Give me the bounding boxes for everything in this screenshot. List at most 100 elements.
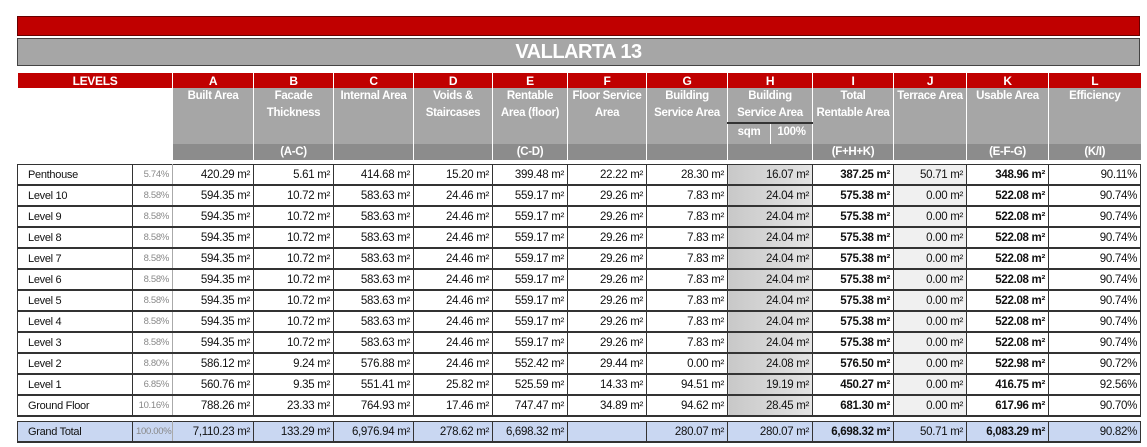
cell-value[interactable]: 594.35 m² — [172, 331, 255, 354]
cell-value[interactable]: 29.26 m² — [567, 310, 648, 333]
level-name[interactable]: Penthouse — [17, 164, 133, 186]
cell-value[interactable]: 10.72 m² — [253, 226, 335, 249]
level-name[interactable]: Level 5 — [17, 289, 133, 312]
cell-value[interactable]: 576.50 m² — [812, 352, 895, 375]
cell-value[interactable]: 24.04 m² — [727, 331, 814, 354]
cell-value[interactable]: 90.74% — [1048, 247, 1142, 270]
cell-value[interactable]: 10.72 m² — [253, 247, 335, 270]
cell-value[interactable]: 583.63 m² — [333, 184, 415, 207]
cell-value[interactable]: 0.00 m² — [893, 373, 968, 396]
cell-value[interactable]: 24.04 m² — [727, 184, 814, 207]
cell-value[interactable]: 29.26 m² — [567, 268, 648, 291]
cell-value[interactable]: 90.82% — [1048, 421, 1142, 443]
level-percent[interactable]: 8.58% — [131, 205, 174, 228]
level-name[interactable]: Level 2 — [17, 352, 133, 375]
level-percent[interactable]: 10.16% — [131, 394, 174, 417]
level-percent[interactable]: 8.58% — [131, 184, 174, 207]
cell-value[interactable]: 399.48 m² — [492, 164, 569, 186]
cell-value[interactable]: 559.17 m² — [492, 310, 569, 333]
cell-value[interactable]: 0.00 m² — [893, 352, 968, 375]
cell-value[interactable]: 594.35 m² — [172, 289, 255, 312]
cell-value[interactable]: 19.19 m² — [727, 373, 814, 396]
cell-value[interactable]: 24.04 m² — [727, 205, 814, 228]
cell-value[interactable]: 575.38 m² — [812, 331, 895, 354]
cell-value[interactable]: 94.62 m² — [646, 394, 729, 417]
cell-value[interactable]: 7.83 m² — [646, 226, 729, 249]
cell-value[interactable]: 24.04 m² — [727, 268, 814, 291]
cell-value[interactable]: 24.46 m² — [413, 205, 494, 228]
cell-value[interactable]: 0.00 m² — [893, 331, 968, 354]
cell-value[interactable]: 10.72 m² — [253, 289, 335, 312]
cell-value[interactable]: 28.45 m² — [727, 394, 814, 417]
cell-value[interactable]: 522.08 m² — [966, 226, 1050, 249]
cell-value[interactable]: 7.83 m² — [646, 205, 729, 228]
cell-value[interactable]: 594.35 m² — [172, 310, 255, 333]
cell-value[interactable]: 24.46 m² — [413, 352, 494, 375]
cell-value[interactable]: 551.41 m² — [333, 373, 415, 396]
cell-value[interactable]: 28.30 m² — [646, 164, 729, 186]
cell-value[interactable]: 14.33 m² — [567, 373, 648, 396]
cell-value[interactable]: 583.63 m² — [333, 205, 415, 228]
cell-value[interactable]: 10.72 m² — [253, 310, 335, 333]
cell-value[interactable]: 24.46 m² — [413, 226, 494, 249]
cell-value[interactable]: 0.00 m² — [893, 184, 968, 207]
cell-value[interactable]: 24.46 m² — [413, 310, 494, 333]
cell-value[interactable]: 0.00 m² — [893, 247, 968, 270]
level-percent[interactable]: 100.00% — [131, 421, 174, 443]
cell-value[interactable]: 594.35 m² — [172, 268, 255, 291]
cell-value[interactable]: 575.38 m² — [812, 310, 895, 333]
cell-value[interactable]: 29.26 m² — [567, 226, 648, 249]
cell-value[interactable]: 525.59 m² — [492, 373, 569, 396]
cell-value[interactable]: 450.27 m² — [812, 373, 895, 396]
cell-value[interactable]: 0.00 m² — [893, 289, 968, 312]
cell-value[interactable]: 90.11% — [1048, 164, 1142, 186]
cell-value[interactable]: 24.46 m² — [413, 184, 494, 207]
cell-value[interactable]: 576.88 m² — [333, 352, 415, 375]
cell-value[interactable]: 92.56% — [1048, 373, 1142, 396]
cell-value[interactable]: 594.35 m² — [172, 247, 255, 270]
cell-value[interactable]: 6,083.29 m² — [966, 421, 1050, 443]
cell-value[interactable]: 10.72 m² — [253, 205, 335, 228]
cell-value[interactable]: 24.46 m² — [413, 247, 494, 270]
cell-value[interactable]: 583.63 m² — [333, 310, 415, 333]
cell-value[interactable]: 522.08 m² — [966, 247, 1050, 270]
cell-value[interactable]: 583.63 m² — [333, 289, 415, 312]
cell-value[interactable]: 24.04 m² — [727, 310, 814, 333]
cell-value[interactable]: 552.42 m² — [492, 352, 569, 375]
cell-value[interactable]: 0.00 m² — [893, 394, 968, 417]
cell-value[interactable]: 24.04 m² — [727, 226, 814, 249]
cell-value[interactable]: 50.71 m² — [893, 164, 968, 186]
cell-value[interactable]: 583.63 m² — [333, 226, 415, 249]
cell-value[interactable]: 7.83 m² — [646, 268, 729, 291]
cell-value[interactable]: 420.29 m² — [172, 164, 255, 186]
cell-value[interactable]: 6,698.32 m² — [812, 421, 895, 443]
cell-value[interactable]: 522.98 m² — [966, 352, 1050, 375]
level-name[interactable]: Level 10 — [17, 184, 133, 207]
cell-value[interactable]: 348.96 m² — [966, 164, 1050, 186]
cell-value[interactable]: 575.38 m² — [812, 289, 895, 312]
cell-value[interactable]: 559.17 m² — [492, 184, 569, 207]
cell-value[interactable]: 575.38 m² — [812, 226, 895, 249]
cell-value[interactable]: 617.96 m² — [966, 394, 1050, 417]
cell-value[interactable]: 522.08 m² — [966, 310, 1050, 333]
level-name[interactable]: Ground Floor — [17, 394, 133, 417]
cell-value[interactable]: 0.00 m² — [893, 310, 968, 333]
cell-value[interactable]: 575.38 m² — [812, 184, 895, 207]
cell-value[interactable]: 583.63 m² — [333, 247, 415, 270]
level-percent[interactable]: 5.74% — [131, 164, 174, 186]
cell-value[interactable]: 0.00 m² — [646, 352, 729, 375]
cell-value[interactable]: 522.08 m² — [966, 331, 1050, 354]
cell-value[interactable]: 0.00 m² — [893, 205, 968, 228]
cell-value[interactable]: 559.17 m² — [492, 247, 569, 270]
cell-value[interactable]: 575.38 m² — [812, 268, 895, 291]
cell-value[interactable]: 522.08 m² — [966, 289, 1050, 312]
cell-value[interactable]: 23.33 m² — [253, 394, 335, 417]
cell-value[interactable]: 559.17 m² — [492, 268, 569, 291]
cell-value[interactable]: 29.26 m² — [567, 205, 648, 228]
cell-value[interactable]: 34.89 m² — [567, 394, 648, 417]
cell-value[interactable]: 594.35 m² — [172, 205, 255, 228]
level-percent[interactable]: 8.58% — [131, 310, 174, 333]
level-percent[interactable]: 8.58% — [131, 226, 174, 249]
cell-value[interactable]: 6,698.32 m² — [492, 421, 569, 443]
cell-value[interactable]: 94.51 m² — [646, 373, 729, 396]
